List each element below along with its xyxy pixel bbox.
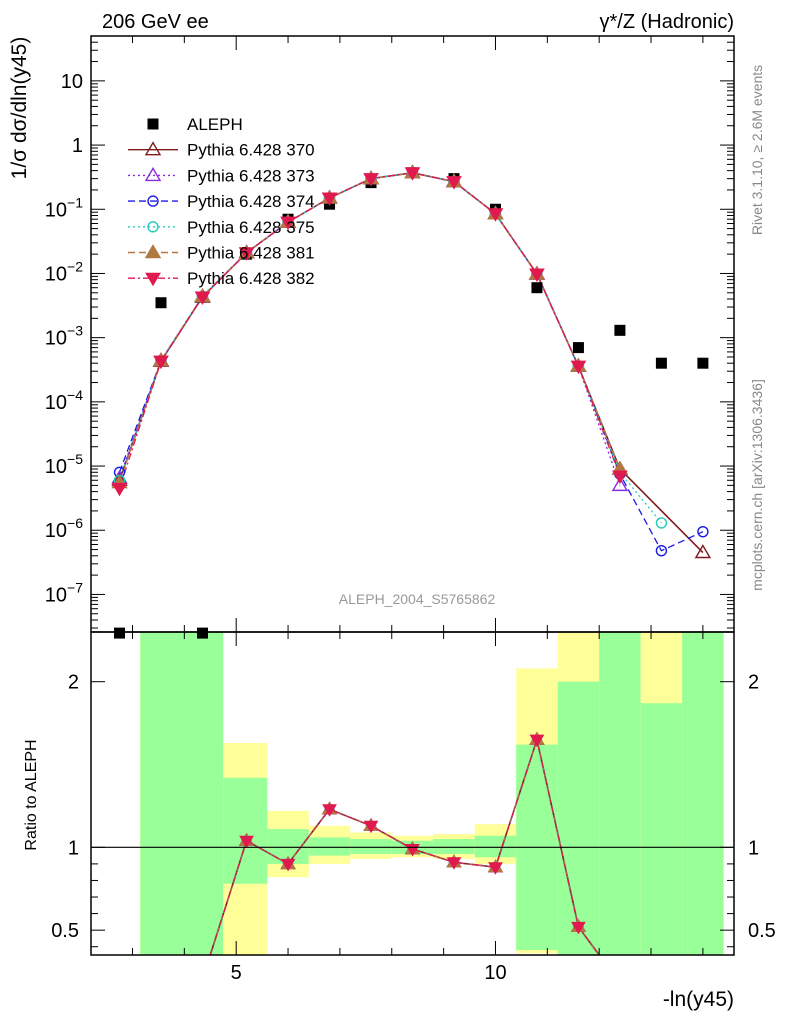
header-right: γ*/Z (Hadronic) bbox=[600, 11, 734, 33]
main-y-tick-label: 10−3 bbox=[45, 323, 83, 350]
ratio-y-tick-label-right: 2 bbox=[748, 672, 759, 694]
main-y-tick-label: 10 bbox=[61, 71, 83, 93]
ratio-band-green-7 bbox=[474, 835, 517, 858]
main-y-tick-label: 10−1 bbox=[45, 194, 83, 221]
legend-marker-6 bbox=[145, 272, 161, 287]
ratio-point-s5-9 bbox=[571, 921, 586, 935]
ratio-band-green-6 bbox=[433, 839, 475, 854]
main-point-s6-11 bbox=[570, 360, 587, 375]
ratio-band-green-4 bbox=[350, 839, 392, 854]
main-point-s3-13 bbox=[655, 545, 668, 557]
main-point-s0-1 bbox=[155, 297, 167, 309]
main-point-s3-14 bbox=[697, 525, 709, 538]
ratio-y-tick-label-right: 1 bbox=[748, 837, 759, 859]
main-point-s6-2 bbox=[194, 291, 211, 305]
main-point-s0-13 bbox=[655, 357, 667, 369]
main-y-tick-label: 10−2 bbox=[45, 258, 83, 285]
ratio-point-s5-2 bbox=[280, 858, 296, 872]
legend: ALEPH Pythia 6.428 370 Pythia 6.428 373 Pyt… bbox=[128, 115, 315, 288]
main-point-s6-12 bbox=[612, 470, 628, 484]
main-point-s0-0 bbox=[114, 627, 126, 639]
ratio-band-green-1 bbox=[223, 777, 268, 884]
legend-label-6: Pythia 6.428 382 bbox=[187, 269, 315, 288]
legend-label-3: Pythia 6.428 374 bbox=[187, 192, 315, 211]
x-tick-label: 5 bbox=[231, 962, 242, 984]
ratio-band-green-10 bbox=[599, 632, 641, 955]
main-point-s6-7 bbox=[404, 167, 421, 181]
main-y-tick-label: 1 bbox=[72, 135, 83, 157]
legend-label-5: Pythia 6.428 381 bbox=[187, 244, 315, 263]
main-series-markers bbox=[111, 164, 712, 639]
header-left: 206 GeV ee bbox=[102, 11, 209, 33]
ratio-band-green-9 bbox=[557, 681, 600, 955]
main-y-tick-label: 10−5 bbox=[45, 451, 83, 478]
main-point-s6-4 bbox=[280, 216, 296, 231]
ratio-uncertainty-bands bbox=[140, 632, 724, 955]
main-point-s0-14 bbox=[697, 357, 709, 369]
main-y-tick-label: 10−4 bbox=[45, 387, 83, 414]
main-point-s6-1 bbox=[153, 355, 169, 370]
main-y-axis-label: 1/σ dσ/dln(y45) bbox=[8, 37, 31, 180]
legend-label-1: Pythia 6.428 370 bbox=[187, 141, 315, 160]
legend-label-0: ALEPH bbox=[187, 115, 243, 134]
main-point-s6-3 bbox=[238, 247, 255, 261]
legend-marker-0 bbox=[147, 118, 159, 130]
main-point-s6-0 bbox=[111, 482, 128, 497]
main-point-s6-8 bbox=[446, 176, 462, 190]
main-point-s0-10 bbox=[531, 282, 543, 294]
analysis-watermark: ALEPH_2004_S5765862 bbox=[339, 591, 496, 607]
rivet-version-label: Rivet 3.1.10, ≥ 2.6M events bbox=[749, 65, 765, 235]
main-point-s0-12 bbox=[614, 324, 626, 336]
main-point-s6-9 bbox=[487, 208, 504, 222]
main-point-s0-2 bbox=[196, 627, 208, 639]
ratio-point-s5-8 bbox=[529, 734, 545, 748]
x-axis-label: -ln(y45) bbox=[663, 988, 734, 1011]
ratio-band-green-3 bbox=[308, 837, 351, 856]
legend-label-2: Pythia 6.428 373 bbox=[187, 166, 315, 185]
ratio-y-tick-label-left: 0.5 bbox=[51, 920, 79, 942]
ratio-point-s5-4 bbox=[363, 820, 379, 834]
main-point-s6-6 bbox=[363, 173, 379, 187]
legend-marker-1 bbox=[144, 141, 162, 156]
main-point-s0-11 bbox=[572, 342, 584, 354]
legend-marker-2 bbox=[144, 167, 162, 182]
x-tick-label: 10 bbox=[484, 962, 506, 984]
main-point-s6-10 bbox=[529, 268, 545, 283]
ratio-y-tick-label-right: 0.5 bbox=[748, 920, 776, 942]
ratio-series-lines bbox=[209, 731, 600, 956]
ratio-y-tick-label-left: 1 bbox=[68, 837, 79, 859]
legend-label-4: Pythia 6.428 375 bbox=[187, 218, 315, 237]
ratio-plot-frame bbox=[90, 631, 735, 956]
mcplots-source-label: mcplots.cern.ch [arXiv:1306.3436] bbox=[749, 379, 765, 591]
plot-frames bbox=[90, 35, 735, 956]
main-y-tick-label: 10−6 bbox=[45, 515, 83, 542]
main-point-s4-13 bbox=[655, 517, 668, 529]
legend-marker-4 bbox=[147, 221, 159, 233]
ratio-point-s5-1 bbox=[239, 835, 254, 849]
main-y-tick-label: 10−7 bbox=[45, 579, 83, 606]
ratio-y-tick-label-left: 2 bbox=[68, 672, 79, 694]
main-point-s6-5 bbox=[321, 192, 338, 206]
ratio-point-s5-3 bbox=[322, 804, 337, 817]
ratio-point-s5-7 bbox=[488, 862, 503, 875]
ratio-point-s5-6 bbox=[446, 857, 462, 870]
ratio-y-axis-label: Ratio to ALEPH bbox=[23, 739, 40, 850]
ratio-band-green-0 bbox=[140, 632, 224, 955]
ratio-line-series-5 bbox=[209, 737, 600, 956]
legend-marker-3 bbox=[147, 195, 159, 207]
ratio-band-green-12 bbox=[682, 632, 724, 955]
main-point-s2-12 bbox=[611, 476, 629, 492]
main-point-s1-13 bbox=[694, 544, 712, 559]
ratio-band-green-11 bbox=[640, 703, 683, 955]
legend-marker-5 bbox=[144, 244, 162, 259]
